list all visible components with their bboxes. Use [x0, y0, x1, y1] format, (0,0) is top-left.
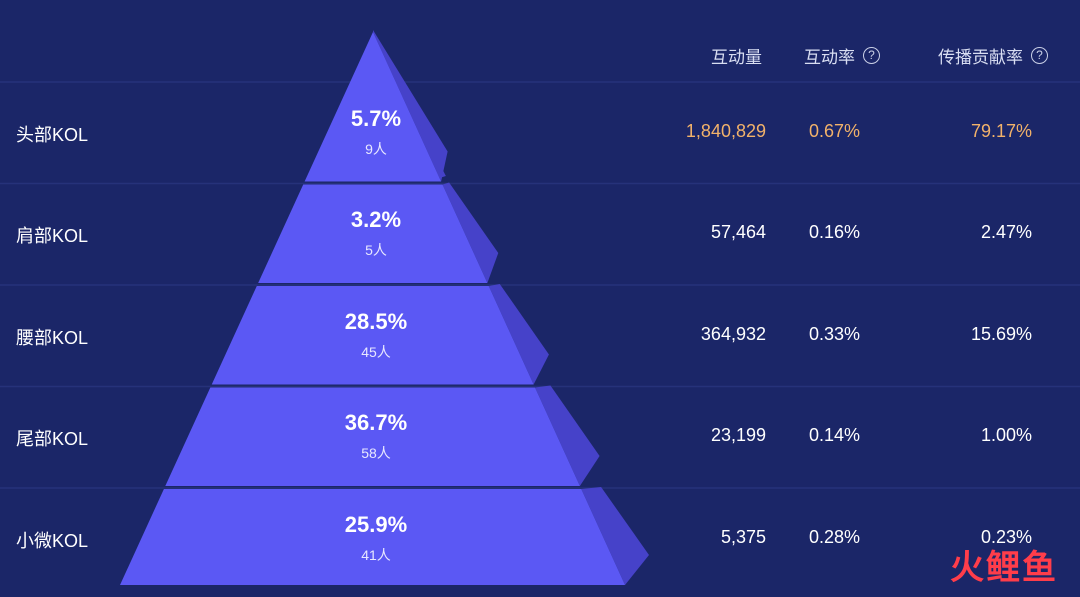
pyramid-side-face [488, 284, 549, 385]
interactions-value: 23,199 [710, 425, 766, 446]
interaction-rate-value: 0.67% [808, 120, 860, 141]
interactions-value: 364,932 [700, 323, 766, 344]
pyramid-slice [165, 387, 580, 486]
tier-share-label: 5.7% [350, 105, 402, 131]
interactions-value: 5,375 [720, 526, 766, 547]
contribution-rate-value: 1.00% [980, 425, 1032, 446]
tier-count-label: 58人 [361, 445, 391, 462]
pyramid-side-face [581, 487, 649, 585]
interactions-value: 57,464 [710, 222, 766, 243]
tier-label: 小微KOL [16, 530, 89, 551]
contribution-rate-value: 0.23% [980, 526, 1032, 547]
interaction-rate-value: 0.28% [808, 526, 860, 547]
pyramid-side-face [535, 385, 600, 486]
contribution-rate-value: 2.47% [980, 222, 1032, 243]
pyramid-slice [304, 32, 442, 182]
pyramid-slice [258, 184, 488, 283]
header-interaction-rate: 互动率 ? [804, 44, 880, 67]
tier-share-label: 3.2% [350, 207, 402, 233]
header-contribution-rate-label: 传播贡献率 [938, 47, 1023, 67]
tier-count-label: 41人 [361, 546, 391, 563]
header-interactions-label: 互动量 [711, 47, 762, 67]
header-contribution-rate: 传播贡献率 ? [938, 44, 1048, 67]
tier-label: 肩部KOL [16, 226, 89, 247]
tier-label: 尾部KOL [16, 429, 89, 450]
tier-label: 腰部KOL [16, 327, 89, 348]
tier-share-label: 36.7% [344, 410, 408, 436]
watermark-logo: 火鲤鱼 [950, 540, 1058, 589]
tier-count-label: 9人 [365, 140, 387, 157]
tier-count-label: 45人 [361, 343, 391, 360]
contribution-rate-value: 15.69% [970, 323, 1032, 344]
tier-label: 头部KOL [16, 124, 89, 145]
tier-share-label: 28.5% [344, 308, 408, 334]
help-icon[interactable]: ? [863, 46, 880, 64]
pyramid-side-face [373, 32, 446, 178]
help-icon[interactable]: ? [1031, 46, 1048, 64]
interaction-rate-value: 0.33% [808, 323, 860, 344]
interaction-rate-value: 0.16% [808, 222, 860, 243]
interaction-rate-value: 0.14% [808, 425, 860, 446]
pyramid-side-face [442, 182, 499, 283]
contribution-rate-value: 79.17% [970, 120, 1032, 141]
watermark-text: 火鲤鱼 [950, 548, 1058, 588]
pyramid-slice [211, 286, 534, 385]
interactions-value: 1,840,829 [685, 120, 766, 141]
header-interactions: 互动量 [711, 44, 762, 67]
tier-count-label: 5人 [365, 242, 387, 259]
header-interaction-rate-label: 互动率 [804, 47, 855, 67]
tier-share-label: 25.9% [344, 511, 408, 537]
pyramid-slice [120, 489, 625, 585]
